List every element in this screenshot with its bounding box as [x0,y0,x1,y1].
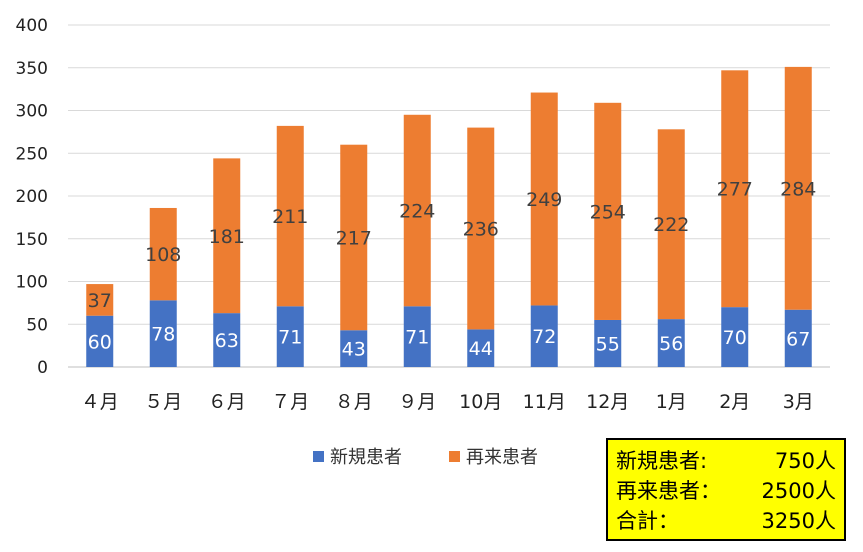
bar-new-patients [530,305,558,367]
y-tick-label: 200 [16,187,48,207]
bar-new-patients [467,329,495,367]
x-tick-label: 12月 [586,391,629,413]
summary-label-total: 合計： [616,509,679,533]
bar-return-patients [276,125,304,307]
bar-new-patients [149,300,177,367]
data-label-new-patients: 67 [786,328,810,350]
x-tick-label: ９月 [398,391,436,413]
data-label-new-patients: 44 [469,338,493,360]
y-tick-label: 150 [16,230,48,250]
data-label-new-patients: 78 [151,324,175,346]
summary-label-new: 新規患者: [616,449,708,473]
bar-new-patients [86,315,114,367]
data-label-new-patients: 71 [278,327,302,349]
bar-return-patients [594,102,622,320]
x-tick-label: ４月 [81,391,119,413]
y-tick-label: 300 [16,102,48,122]
data-label-new-patients: 56 [659,333,683,355]
bar-return-patients [149,207,177,301]
y-axis-ticks: 0 50 100 150 200 250 300 350 400 [16,16,48,378]
bar-return-patients [86,284,114,316]
legend: 新規患者 再来患者 [313,447,538,468]
x-tick-label: 1月 [656,391,687,413]
summary-label-return: 再来患者： [616,479,721,503]
data-label-return-patients: 224 [399,201,435,223]
legend-label-new-patients: 新規患者 [330,447,402,468]
summary-value-return: 2500人 [761,479,836,503]
x-axis-ticks: ４月 ５月 ６月 ７月 ８月 ９月 10月 11月 12月 1月 2月 3月 [81,391,814,413]
bar-new-patients [340,330,368,367]
bar-return-patients [721,70,749,308]
data-label-new-patients: 72 [532,326,556,348]
data-label-new-patients: 70 [723,327,747,349]
bar-return-patients [657,129,685,320]
bar-new-patients [784,309,812,367]
legend-label-return-patients: 再来患者 [466,447,538,468]
data-label-return-patients: 254 [590,201,626,223]
gridlines [68,24,830,368]
bar-return-patients [403,114,431,307]
y-tick-label: 100 [16,273,48,293]
x-tick-label: 10月 [459,391,502,413]
legend-swatch-new-patients [313,451,324,462]
y-tick-label: 0 [37,358,48,378]
bar-new-patients [657,319,685,367]
data-label-return-patients: 217 [336,227,372,249]
bar-return-patients [213,158,241,314]
x-tick-label: 3月 [783,391,814,413]
y-tick-label: 400 [16,16,48,36]
x-tick-label: ６月 [208,391,246,413]
data-label-return-patients: 222 [653,214,689,236]
data-label-return-patients: 108 [145,244,181,266]
y-tick-label: 250 [16,144,48,164]
x-tick-label: 11月 [523,391,566,413]
bar-new-patients [276,306,304,367]
data-label-return-patients: 211 [272,206,308,228]
data-labels: 60 37 78 108 63 181 71 211 43 217 71 224 44 236 72 249 5… [88,178,817,360]
summary-row-new: 新規患者: 750人 [616,446,836,476]
data-label-new-patients: 71 [405,327,429,349]
data-label-return-patients: 284 [780,178,816,200]
summary-row-return: 再来患者： 2500人 [616,476,836,506]
data-label-return-patients: 277 [717,179,753,201]
bar-return-patients [530,92,558,306]
data-label-new-patients: 43 [342,339,366,361]
bar-new-patients [213,313,241,367]
bar-new-patients [403,306,431,367]
x-tick-label: ８月 [335,391,373,413]
bar-return-patients [784,66,812,310]
summary-row-total: 合計： 3250人 [616,506,836,536]
data-label-new-patients: 63 [215,330,239,352]
data-label-return-patients: 37 [88,290,112,312]
bar-return-patients [340,144,368,331]
x-tick-label: 2月 [719,391,750,413]
y-tick-label: 350 [16,59,48,79]
data-label-return-patients: 236 [463,218,499,240]
x-tick-label: ５月 [144,391,182,413]
bar-new-patients [721,307,749,367]
x-tick-label: ７月 [271,391,309,413]
legend-swatch-return-patients [449,451,460,462]
y-tick-label: 50 [26,315,48,335]
bars [86,66,812,367]
data-label-new-patients: 55 [596,333,620,355]
summary-value-total: 3250人 [761,509,836,533]
summary-box: 新規患者: 750人 再来患者： 2500人 合計： 3250人 [606,438,846,541]
bar-return-patients [467,127,495,330]
data-label-new-patients: 60 [88,331,112,353]
data-label-return-patients: 181 [209,226,245,248]
data-label-return-patients: 249 [526,189,562,211]
summary-value-new: 750人 [774,449,836,473]
bar-new-patients [594,319,622,367]
